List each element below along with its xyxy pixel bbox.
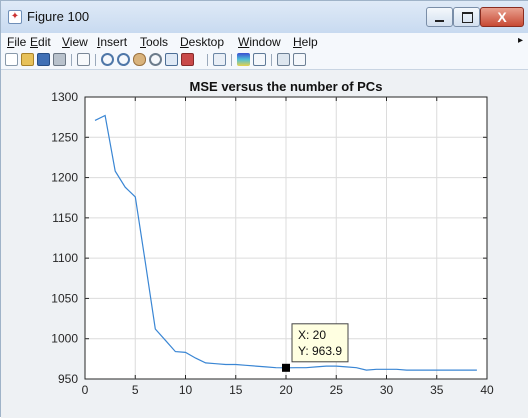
- zoom-in-icon[interactable]: [101, 53, 114, 66]
- datatip-marker: [282, 363, 290, 372]
- close-button[interactable]: X: [480, 7, 524, 27]
- menu-window[interactable]: Window: [238, 35, 281, 49]
- toolbar-separator: [95, 54, 96, 66]
- select-arrow-icon[interactable]: [77, 53, 90, 66]
- x-tick-label: 15: [229, 383, 243, 397]
- link-plot-icon[interactable]: [213, 53, 226, 66]
- print-icon[interactable]: [53, 53, 66, 66]
- grid-lines: [85, 97, 487, 379]
- toolbar-separator: [271, 54, 272, 66]
- menu-edit[interactable]: Edit: [30, 35, 51, 49]
- y-tick-label: 1200: [51, 171, 78, 185]
- menu-view[interactable]: View: [62, 35, 88, 49]
- open-file-icon[interactable]: [21, 53, 34, 66]
- menu-bar: File Edit View Insert Tools Desktop Wind…: [1, 33, 528, 51]
- chart-title: MSE versus the number of PCs: [190, 79, 383, 94]
- brush-icon[interactable]: [181, 53, 194, 66]
- matlab-figure-icon: ✦: [8, 10, 22, 24]
- new-figure-icon[interactable]: [5, 53, 18, 66]
- menu-help[interactable]: Help: [293, 35, 318, 49]
- minimize-button[interactable]: [426, 7, 453, 27]
- data-tip[interactable]: X: 20 Y: 963.9: [282, 323, 349, 372]
- menu-desktop[interactable]: Desktop: [180, 35, 225, 49]
- x-tick-label: 20: [279, 383, 293, 397]
- toolbar-separator: [231, 54, 232, 66]
- datatip-x-label: X: 20: [298, 328, 326, 342]
- figure-toolbar: [1, 51, 528, 70]
- pan-icon[interactable]: [133, 53, 146, 66]
- zoom-out-icon[interactable]: [117, 53, 130, 66]
- toolbar-separator: [207, 54, 208, 66]
- y-tick-label: 1050: [51, 291, 78, 305]
- maximize-button[interactable]: [453, 7, 480, 27]
- legend-icon[interactable]: [253, 53, 266, 66]
- x-tick-label: 35: [430, 383, 444, 397]
- x-tick-label: 5: [132, 383, 139, 397]
- y-tick-label: 1300: [51, 90, 78, 104]
- axis-ticks: 0 5 10 15 20 25 30 35 40 950 1000 1050 1100 1150 1200 1…: [51, 90, 494, 397]
- save-icon[interactable]: [37, 53, 50, 66]
- hide-plot-tools-icon[interactable]: [277, 53, 290, 66]
- x-tick-label: 25: [330, 383, 344, 397]
- menu-file[interactable]: File: [7, 35, 27, 49]
- x-tick-label: 30: [380, 383, 394, 397]
- show-plot-tools-icon[interactable]: [293, 53, 306, 66]
- y-tick-label: 1100: [52, 251, 78, 265]
- data-cursor-icon[interactable]: [165, 53, 178, 66]
- datatip-y-label: Y: 963.9: [298, 344, 342, 358]
- y-tick-label: 1250: [51, 130, 78, 144]
- y-tick-label: 1000: [51, 332, 78, 346]
- y-tick-label: 1150: [52, 211, 78, 225]
- menu-overflow-icon[interactable]: ▸: [518, 35, 524, 46]
- menu-insert[interactable]: Insert: [97, 35, 128, 49]
- toolbar-separator: [71, 54, 72, 66]
- datatip-box: [291, 323, 349, 363]
- x-tick-label: 40: [480, 383, 494, 397]
- x-tick-label: 0: [82, 383, 89, 397]
- y-tick-label: 950: [58, 372, 78, 386]
- menu-tools[interactable]: Tools: [140, 35, 169, 49]
- window-title: Figure 100: [27, 9, 90, 24]
- colorbar-icon[interactable]: [237, 53, 250, 66]
- rotate-3d-icon[interactable]: [149, 53, 162, 66]
- x-tick-label: 10: [179, 383, 193, 397]
- title-bar[interactable]: ✦ Figure 100 X: [1, 1, 528, 33]
